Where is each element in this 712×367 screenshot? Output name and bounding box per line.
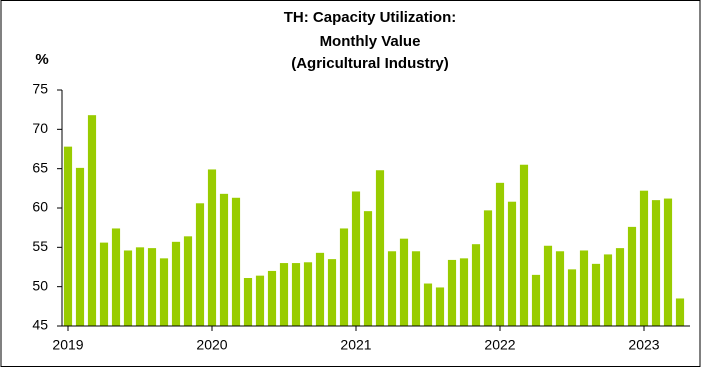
bar — [483, 210, 493, 326]
y-tick-label: 45 — [32, 317, 48, 333]
bar — [627, 226, 637, 326]
bar — [195, 203, 205, 326]
bar — [171, 241, 181, 326]
bar — [651, 200, 661, 326]
bar — [423, 283, 433, 326]
bar — [255, 275, 265, 326]
bar — [387, 251, 397, 326]
bar — [327, 259, 337, 326]
y-tick-label: 55 — [32, 238, 48, 254]
bar — [555, 251, 565, 326]
x-tick-label: 2022 — [484, 337, 515, 353]
bar — [591, 263, 601, 326]
bar — [243, 278, 253, 326]
bar — [87, 115, 97, 326]
chart-title: TH: Capacity Utilization: — [284, 9, 457, 26]
bar — [315, 252, 325, 326]
bar — [579, 250, 589, 326]
bar — [135, 247, 145, 326]
bar — [279, 263, 289, 326]
x-tick-label: 2019 — [52, 337, 83, 353]
bar — [435, 287, 445, 326]
bar — [63, 146, 73, 326]
bar — [75, 167, 85, 326]
bar — [447, 259, 457, 326]
bar — [291, 263, 301, 326]
x-tick-label: 2020 — [196, 337, 227, 353]
bar — [507, 201, 517, 326]
bar — [519, 164, 529, 326]
bar — [207, 169, 217, 326]
bar — [363, 211, 373, 326]
bar — [663, 198, 673, 326]
bar — [495, 182, 505, 326]
bar — [531, 274, 541, 326]
bar — [159, 258, 169, 326]
bar — [675, 298, 685, 326]
bar — [111, 228, 121, 326]
y-tick-label: 75 — [32, 81, 48, 97]
bar — [303, 262, 313, 326]
bar — [471, 244, 481, 326]
y-tick-label: 70 — [32, 120, 48, 136]
y-tick-label: 50 — [32, 277, 48, 293]
bar — [567, 269, 577, 326]
bar — [615, 248, 625, 326]
bar — [603, 254, 613, 326]
bar — [411, 251, 421, 326]
x-tick-label: 2023 — [628, 337, 659, 353]
bar — [339, 228, 349, 326]
x-tick-label: 2021 — [340, 337, 371, 353]
bar — [639, 190, 649, 326]
bar — [183, 236, 193, 326]
bar — [543, 245, 553, 326]
chart-title: (Agricultural Industry) — [291, 55, 449, 72]
y-tick-label: 60 — [32, 199, 48, 215]
bar — [99, 242, 109, 326]
bar — [399, 238, 409, 326]
y-tick-label: 65 — [32, 159, 48, 175]
bar — [351, 191, 361, 326]
bar — [459, 258, 469, 326]
bar — [375, 170, 385, 326]
bar — [219, 193, 229, 326]
y-axis-label: % — [35, 51, 48, 68]
bar — [123, 250, 133, 326]
chart-title: Monthly Value — [320, 33, 421, 50]
bar — [231, 197, 241, 326]
bar — [147, 248, 157, 326]
bar — [267, 270, 277, 326]
